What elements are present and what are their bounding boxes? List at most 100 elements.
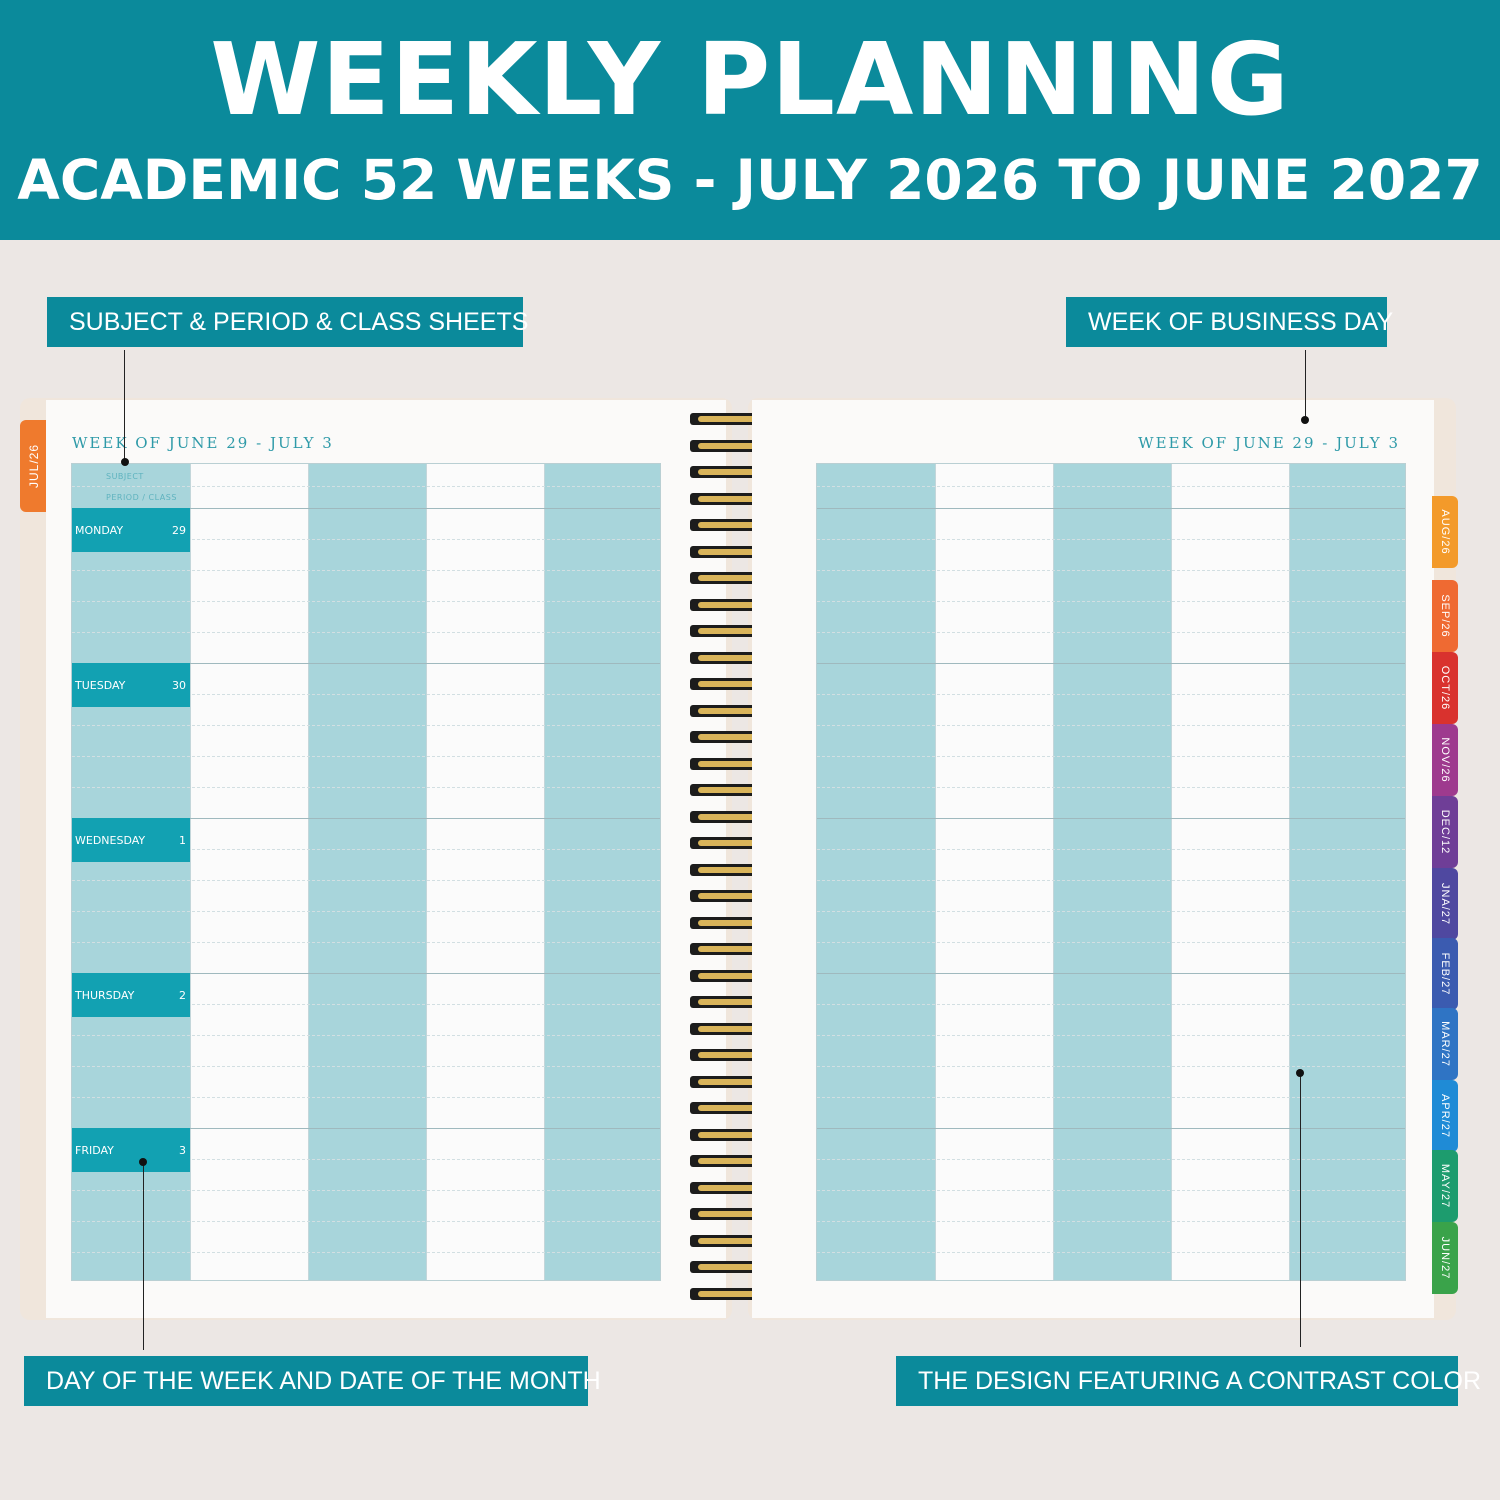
day-name: THURSDAY xyxy=(75,989,135,1002)
subject-column[interactable] xyxy=(1171,464,1290,1280)
month-tab-jan[interactable]: JNA/27 xyxy=(1432,868,1458,940)
month-tab-label: AUG/26 xyxy=(1439,509,1451,555)
callout-connector xyxy=(1300,1075,1301,1347)
month-tab-label: APR/27 xyxy=(1439,1094,1451,1138)
callout-dot xyxy=(1296,1069,1304,1077)
banner-subtitle: ACADEMIC 52 WEEKS - JULY 2026 TO JUNE 20… xyxy=(17,148,1483,212)
ruled-line xyxy=(72,570,660,571)
ruled-line xyxy=(817,1004,1405,1005)
day-date: 29 xyxy=(172,524,186,537)
ruled-line xyxy=(72,787,660,788)
ruled-line xyxy=(817,570,1405,571)
day-header-thursday: THURSDAY 2 xyxy=(72,973,190,1017)
ruled-line xyxy=(817,787,1405,788)
day-name: TUESDAY xyxy=(75,679,126,692)
banner-title: WEEKLY PLANNING xyxy=(210,21,1290,138)
month-tab-jun[interactable]: JUN/27 xyxy=(1432,1222,1458,1294)
ruled-line xyxy=(72,725,660,726)
month-tab-label: DEC/12 xyxy=(1439,809,1451,855)
month-tab-label: MAY/27 xyxy=(1439,1163,1451,1209)
ruled-line xyxy=(817,880,1405,881)
month-tab-may[interactable]: MAY/27 xyxy=(1432,1150,1458,1222)
day-separator xyxy=(72,1128,660,1129)
day-header-monday: MONDAY 29 xyxy=(72,508,190,552)
ruled-line xyxy=(72,1066,660,1067)
subject-column[interactable] xyxy=(308,464,427,1280)
ruled-line xyxy=(72,1252,660,1253)
subject-column[interactable] xyxy=(426,464,545,1280)
callout-dot xyxy=(139,1158,147,1166)
subject-column[interactable] xyxy=(935,464,1054,1280)
day-date: 30 xyxy=(172,679,186,692)
day-separator xyxy=(817,818,1405,819)
day-date: 2 xyxy=(179,989,186,1002)
ruled-line xyxy=(817,486,1405,487)
ruled-line xyxy=(817,632,1405,633)
day-date: 1 xyxy=(179,834,186,847)
month-tab-sep[interactable]: SEP/26 xyxy=(1432,580,1458,652)
ruled-line xyxy=(72,756,660,757)
month-tab-nov[interactable]: NOV/26 xyxy=(1432,724,1458,796)
day-name: WEDNESDAY xyxy=(75,834,146,847)
ruled-line xyxy=(817,1221,1405,1222)
month-tab-label: JNA/27 xyxy=(1439,882,1451,926)
month-tab-label: NOV/26 xyxy=(1439,737,1451,783)
subject-column[interactable] xyxy=(1289,464,1405,1280)
month-tab-feb[interactable]: FEB/27 xyxy=(1432,938,1458,1010)
ruled-line xyxy=(72,880,660,881)
ruled-line xyxy=(817,849,1405,850)
day-separator xyxy=(817,973,1405,974)
ruled-line xyxy=(817,911,1405,912)
day-separator xyxy=(817,1128,1405,1129)
ruled-line xyxy=(72,1035,660,1036)
ruled-line xyxy=(72,1221,660,1222)
ruled-line xyxy=(817,942,1405,943)
ruled-line xyxy=(817,1097,1405,1098)
day-name: MONDAY xyxy=(75,524,124,537)
ruled-line xyxy=(72,486,660,487)
month-tab-label: MAR/27 xyxy=(1439,1021,1451,1067)
subject-column[interactable] xyxy=(190,464,309,1280)
month-tab-jul[interactable]: JUL/26 xyxy=(20,420,47,512)
ruled-line xyxy=(817,1066,1405,1067)
month-tab-oct[interactable]: OCT/26 xyxy=(1432,652,1458,724)
ruled-line xyxy=(817,1190,1405,1191)
right-schedule-grid xyxy=(816,463,1406,1281)
ruled-line xyxy=(72,601,660,602)
day-name: FRIDAY xyxy=(75,1144,114,1157)
subject-column[interactable] xyxy=(817,464,935,1280)
callout-contrast: THE DESIGN FEATURING A CONTRAST COLOR xyxy=(896,1356,1481,1406)
callout-connector xyxy=(124,350,125,460)
day-separator xyxy=(72,818,660,819)
callout-business-day: WEEK OF BUSINESS DAY xyxy=(1066,297,1393,347)
ruled-line xyxy=(817,756,1405,757)
callout-day-date: DAY OF THE WEEK AND DATE OF THE MONTH xyxy=(24,1356,601,1406)
month-tab-label: JUL/26 xyxy=(26,443,41,489)
ruled-line xyxy=(817,694,1405,695)
month-tab-apr[interactable]: APR/27 xyxy=(1432,1080,1458,1152)
day-separator xyxy=(72,973,660,974)
day-header-wednesday: WEDNESDAY 1 xyxy=(72,818,190,862)
period-class-label: PERIOD / CLASS xyxy=(106,493,177,502)
subject-column[interactable] xyxy=(1053,464,1172,1280)
day-separator xyxy=(72,663,660,664)
ruled-line xyxy=(817,601,1405,602)
callout-connector xyxy=(1305,350,1306,418)
ruled-line xyxy=(72,911,660,912)
day-date: 3 xyxy=(179,1144,186,1157)
callout-dot xyxy=(121,458,129,466)
ruled-line xyxy=(817,1252,1405,1253)
month-tab-aug[interactable]: AUG/26 xyxy=(1432,496,1458,568)
subject-label: SUBJECT xyxy=(106,472,144,481)
month-tab-mar[interactable]: MAR/27 xyxy=(1432,1008,1458,1080)
ruled-line xyxy=(817,539,1405,540)
subject-column[interactable] xyxy=(544,464,660,1280)
week-title-left: WEEK OF JUNE 29 - JULY 3 xyxy=(72,434,334,452)
callout-subject-sheets: SUBJECT & PERIOD & CLASS SHEETS xyxy=(47,297,528,347)
month-tab-label: FEB/27 xyxy=(1439,952,1451,996)
ruled-line xyxy=(72,694,660,695)
month-tab-dec[interactable]: DEC/12 xyxy=(1432,796,1458,868)
week-title-right: WEEK OF JUNE 29 - JULY 3 xyxy=(1138,434,1400,452)
month-tab-label: JUN/27 xyxy=(1439,1236,1451,1280)
month-tab-label: OCT/26 xyxy=(1439,665,1451,711)
